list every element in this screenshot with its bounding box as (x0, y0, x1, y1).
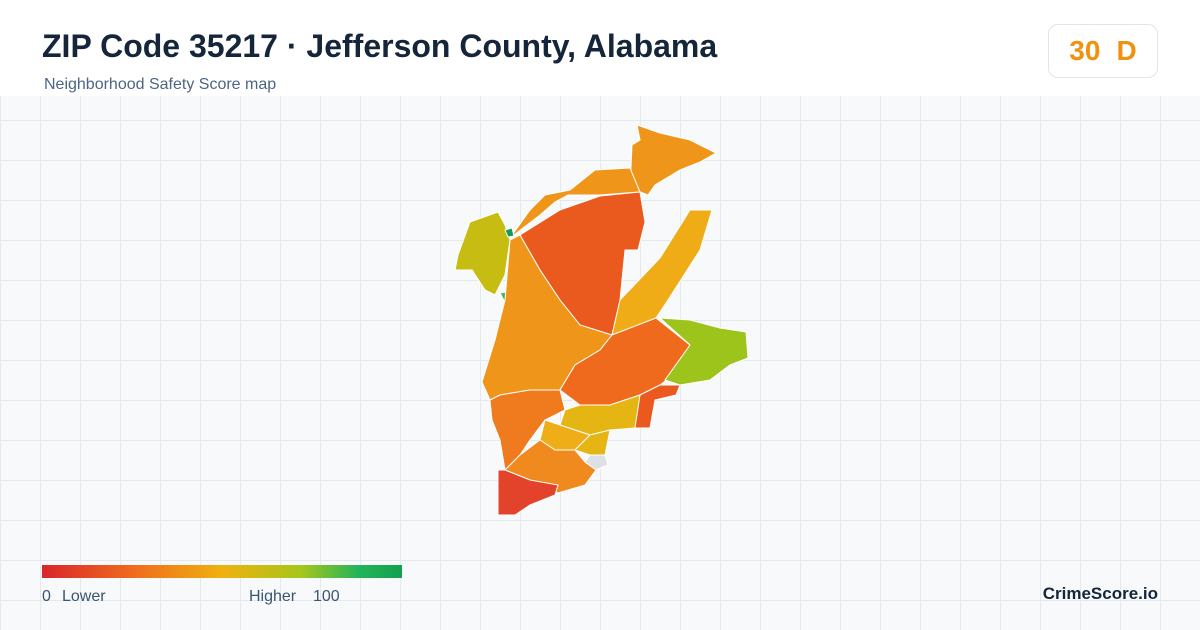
score-grade: D (1116, 35, 1137, 66)
map-region (489, 389, 566, 472)
score-value: 30 (1069, 35, 1101, 66)
map-region (454, 211, 511, 296)
subtitle: Neighborhood Safety Score map (44, 76, 277, 93)
legend-min-label: Lower (62, 588, 106, 605)
legend-max: 100 (313, 588, 340, 605)
legend-min: 0 (42, 588, 51, 605)
score-badge: 30 D (1048, 24, 1158, 78)
title: ZIP Code 35217 · Jefferson County, Alaba… (42, 28, 718, 64)
legend-max-label: Higher (249, 588, 297, 605)
brand: CrimeScore.io (1042, 584, 1158, 603)
legend-gradient (42, 565, 402, 578)
map-region (504, 227, 515, 238)
map-region (584, 454, 609, 471)
map-region (658, 317, 749, 386)
map-region (509, 167, 641, 239)
map-region (497, 469, 559, 516)
map-region (629, 124, 718, 196)
